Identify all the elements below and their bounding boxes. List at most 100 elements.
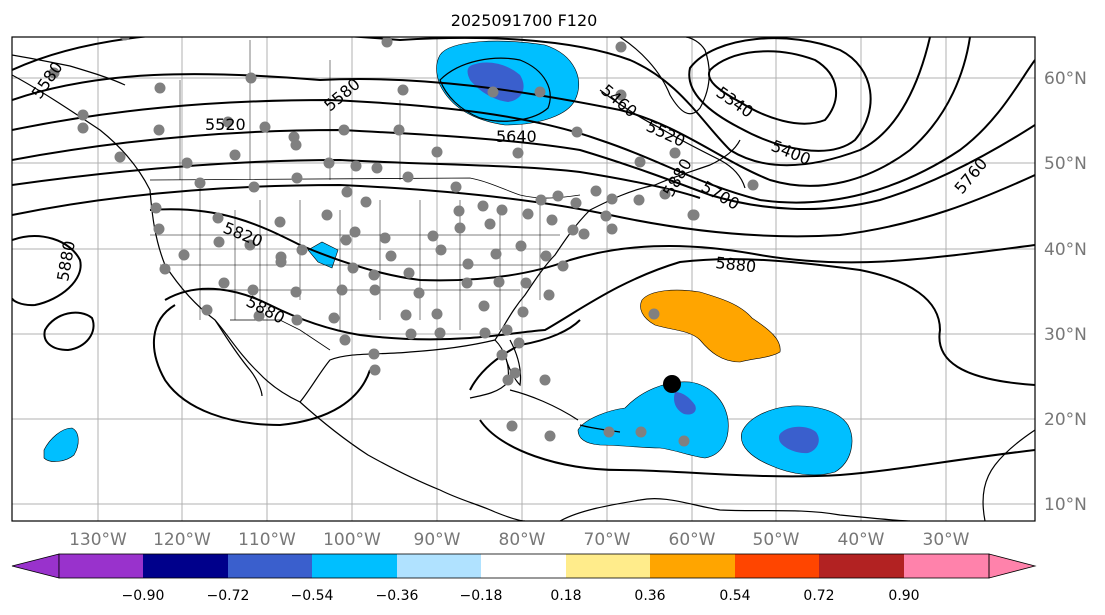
station-dot [114,151,126,163]
station-dot [659,188,671,200]
colorbar: −0.90 −0.72 −0.54 −0.36 −0.18 0.18 0.36 … [11,553,1037,604]
contour-5400-ring [688,37,872,152]
station-dot [253,310,265,322]
station-dot [635,426,647,438]
station-dot [336,284,348,296]
station-dot [571,126,583,138]
station-dot [119,37,131,41]
station-dot [478,300,490,312]
station-dot [606,193,618,205]
station-dot [213,236,225,248]
colorbar-tick-label: 0.18 [550,588,581,604]
station-dot [431,308,443,320]
station-dot [321,209,333,221]
lat-label: 60°N [1044,69,1087,89]
station-dot [290,139,302,151]
station-dot [339,334,351,346]
colorbar-segment [819,554,904,578]
lon-label: 30°W [923,530,970,550]
lon-label: 110°W [238,530,296,550]
storm-center-marker [663,375,681,393]
station-dot [159,263,171,275]
station-dot [454,222,466,234]
station-dot [229,149,241,161]
contour-label: 5520 [205,115,246,134]
station-dot [360,196,372,208]
latitude-labels: 60°N 50°N 40°N 30°N 20°N 10°N [1044,69,1087,515]
station-dot [218,277,230,289]
station-dot [634,156,646,168]
station-dot [259,121,271,133]
colorbar-segment [312,554,397,578]
station-dot [479,327,491,339]
station-dot [552,190,564,202]
station-dot [340,234,352,246]
station-dot [77,109,89,121]
station-dot [669,147,681,159]
station-dot [222,116,234,128]
contour-label: 5640 [496,127,537,146]
station-dot [244,239,256,251]
contour-5700 [12,158,701,199]
station-dot [368,269,380,281]
station-dot [600,210,612,222]
station-dot [506,420,518,432]
station-dot [290,286,302,298]
station-dot [291,314,303,326]
station-dot [615,89,627,101]
colorbar-tick-label: 0.36 [634,588,665,604]
contour-5760 [12,174,1035,238]
map-border [11,36,1036,522]
station-dot [349,226,361,238]
station-dot [502,374,514,386]
colorbar-tick-label: 0.90 [888,588,919,604]
contour-pacific-small-ring [43,311,95,352]
station-dot [369,284,381,296]
station-dot [48,67,60,79]
station-dot [427,230,439,242]
contour-5460 [12,37,931,167]
colorbar-tick-label: −0.90 [122,588,165,604]
station-dot [405,328,417,340]
colorbar-segment [566,554,650,578]
station-dot [323,157,335,169]
station-dot [535,194,547,206]
colorbar-tick-label: 0.54 [719,588,750,604]
colorbar-tick-label: −0.18 [460,588,503,604]
station-dot [606,223,618,235]
negative-anomaly-region-pacific [43,427,79,462]
station-dot [520,277,532,289]
station-dot [557,260,569,272]
station-dot [517,306,529,318]
station-dot [534,86,546,98]
station-dot [247,284,259,296]
map-title: 2025091700 F120 [451,11,598,30]
station-dot [274,216,286,228]
station-dot [461,277,473,289]
station-dot [435,244,447,256]
strong-negative-anomaly-caribbean [674,392,696,415]
colorbar-outline [58,553,990,579]
colorbar-tick-label: 0.72 [803,588,834,604]
station-dot [477,200,489,212]
station-dot [501,324,513,336]
station-dot [570,197,582,209]
lon-label: 80°W [499,530,546,550]
colorbar-extend-min [11,553,60,579]
colorbar-segment [735,554,819,578]
station-dot [462,258,474,270]
lon-label: 40°W [838,530,885,550]
colorbar-segments [11,553,1037,579]
station-dot [341,186,353,198]
station-dot [153,223,165,235]
station-dot [513,337,525,349]
station-dot [633,194,645,206]
colorbar-tick-label: −0.72 [207,588,250,604]
station-dot [496,204,508,216]
anomaly-shading [43,40,853,476]
station-dot [484,218,496,230]
station-dot [431,146,443,158]
contour-label: 5880 [715,253,757,276]
station-dot [385,250,397,262]
